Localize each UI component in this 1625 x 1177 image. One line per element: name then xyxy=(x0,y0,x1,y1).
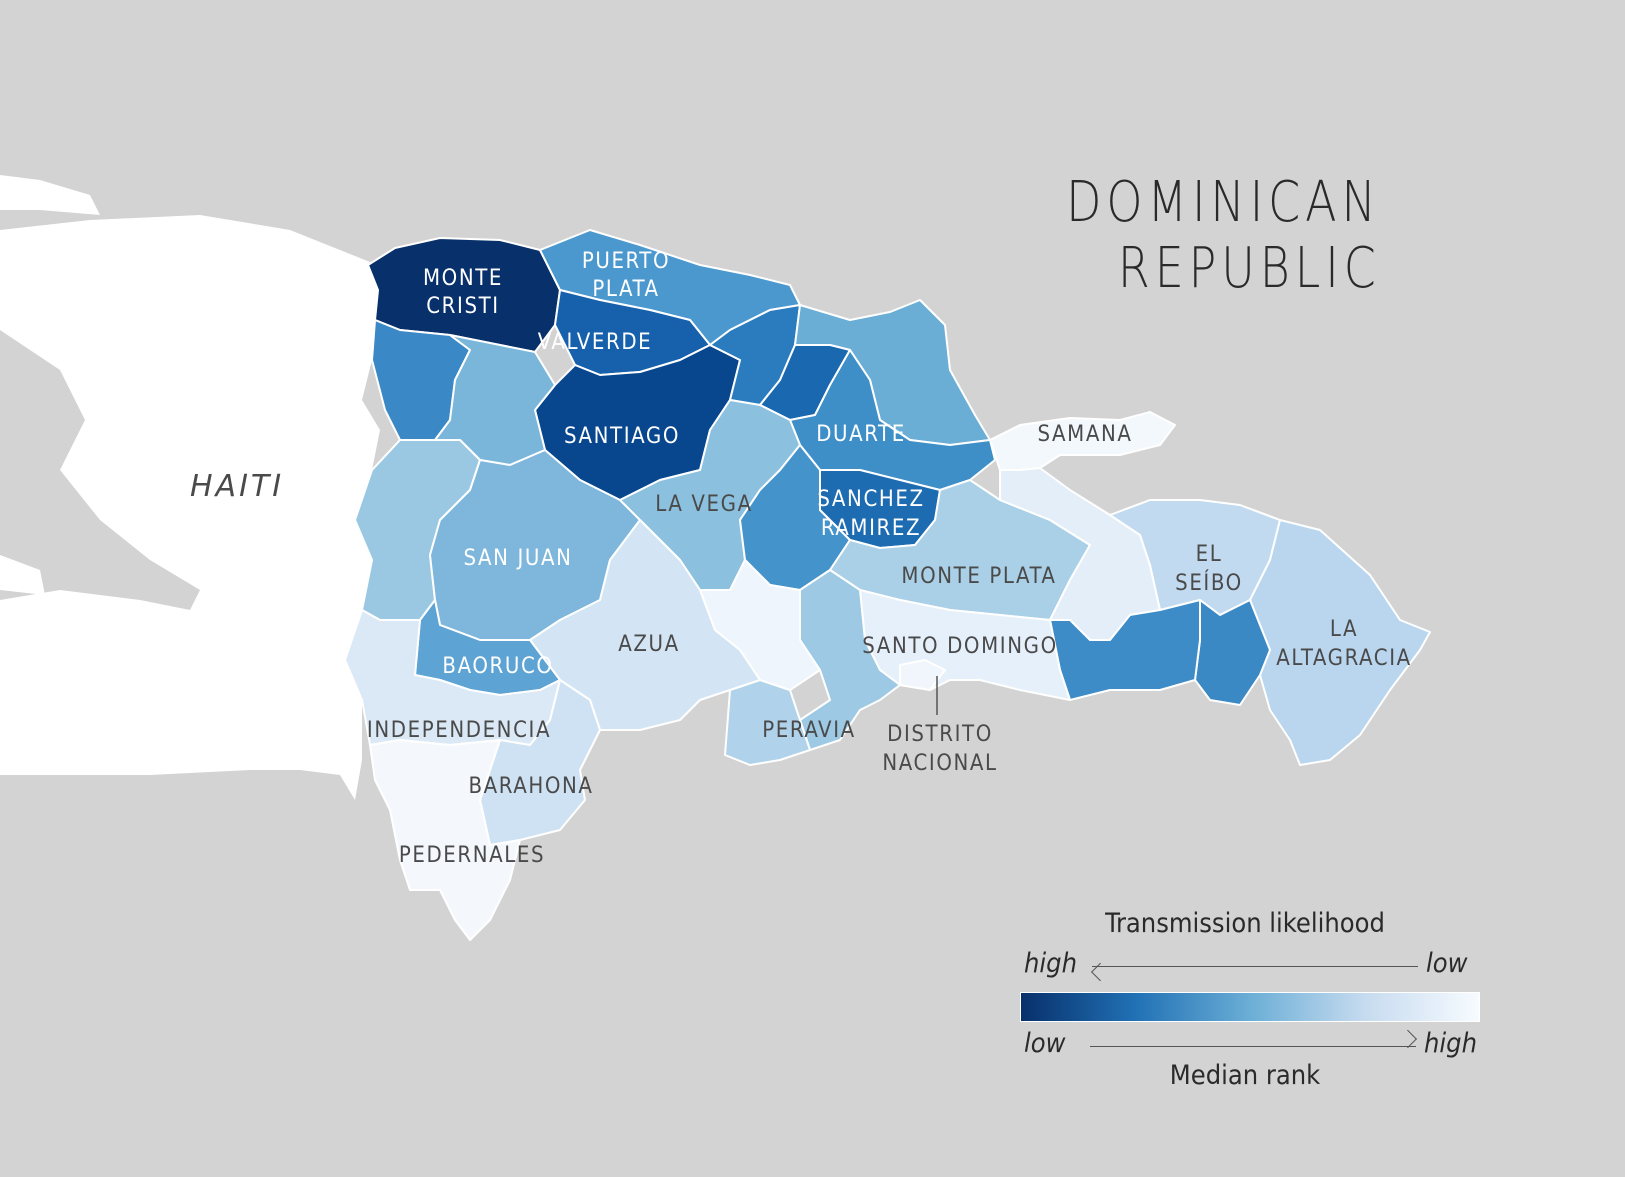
svg-text:DISTRITO: DISTRITO xyxy=(887,722,993,747)
label-san-juan: SAN JUAN xyxy=(463,546,572,571)
province-la-altagracia xyxy=(1249,519,1431,766)
svg-text:PUERTO: PUERTO xyxy=(582,249,670,274)
province-pedernales xyxy=(369,739,521,941)
svg-text:LA: LA xyxy=(1330,617,1358,642)
legend-top-left: high xyxy=(1024,948,1077,979)
legend-top-title: Transmission likelihood xyxy=(1105,908,1385,939)
label-valverde: VALVERDE xyxy=(538,330,653,355)
svg-text:RAMIREZ: RAMIREZ xyxy=(821,516,921,541)
label-duarte: DUARTE xyxy=(816,422,906,447)
label-la-vega: LA VEGA xyxy=(655,492,752,517)
label-samana: SAMANA xyxy=(1037,422,1132,447)
haiti-gonave-peninsula xyxy=(0,175,100,215)
svg-text:CRISTI: CRISTI xyxy=(426,294,500,319)
label-independencia: INDEPENDENCIA xyxy=(367,718,551,743)
color-ramp xyxy=(1020,992,1480,1022)
province-san-pedro-de-macoris xyxy=(1049,599,1201,701)
label-barahona: BARAHONA xyxy=(468,774,593,799)
map-title: DOMINICAN REPUBLIC xyxy=(1066,170,1381,302)
svg-text:EL: EL xyxy=(1196,542,1223,567)
label-haiti: HAITI xyxy=(190,469,284,504)
label-pedernales: PEDERNALES xyxy=(399,843,545,868)
label-sanchez-ramirez: SANCHEZ RAMIREZ xyxy=(817,487,924,541)
label-santiago: SANTIAGO xyxy=(564,424,680,449)
haiti-gonave-island xyxy=(0,555,45,595)
label-el-seibo: EL SEÍBO xyxy=(1175,542,1243,596)
title-line-1: DOMINICAN xyxy=(1066,170,1381,235)
title-line-2: REPUBLIC xyxy=(1118,236,1381,301)
label-azua: AZUA xyxy=(618,632,680,657)
svg-text:NACIONAL: NACIONAL xyxy=(882,751,997,776)
label-santo-domingo: SANTO DOMINGO xyxy=(862,634,1058,659)
svg-text:PLATA: PLATA xyxy=(592,277,659,302)
label-la-altagracia: LA ALTAGRACIA xyxy=(1276,617,1412,671)
haiti-landmass xyxy=(0,215,380,800)
left-arrow-icon xyxy=(1092,966,1418,967)
svg-text:SANCHEZ: SANCHEZ xyxy=(817,487,924,512)
label-monte-plata: MONTE PLATA xyxy=(901,564,1056,589)
legend-bottom-right: high xyxy=(1424,1028,1477,1059)
label-puerto-plata: PUERTO PLATA xyxy=(582,249,670,302)
label-monte-cristi: MONTE CRISTI xyxy=(423,266,503,319)
svg-text:MONTE: MONTE xyxy=(423,266,503,291)
label-baoruco: BAORUCO xyxy=(442,654,553,679)
legend: Transmission likelihood high low low hig… xyxy=(1010,908,1480,1108)
province-san-cristobal xyxy=(799,569,901,751)
svg-text:SEÍBO: SEÍBO xyxy=(1175,570,1243,596)
svg-text:ALTAGRACIA: ALTAGRACIA xyxy=(1276,646,1412,671)
right-arrow-icon xyxy=(1090,1046,1416,1047)
legend-top-right: low xyxy=(1426,948,1468,979)
legend-bottom-title: Median rank xyxy=(1169,1060,1321,1091)
label-distrito-nacional: DISTRITO NACIONAL xyxy=(882,722,997,776)
legend-bottom-left: low xyxy=(1024,1028,1066,1059)
gulf-of-gonave xyxy=(0,330,200,610)
label-peravia: PERAVIA xyxy=(762,718,856,743)
